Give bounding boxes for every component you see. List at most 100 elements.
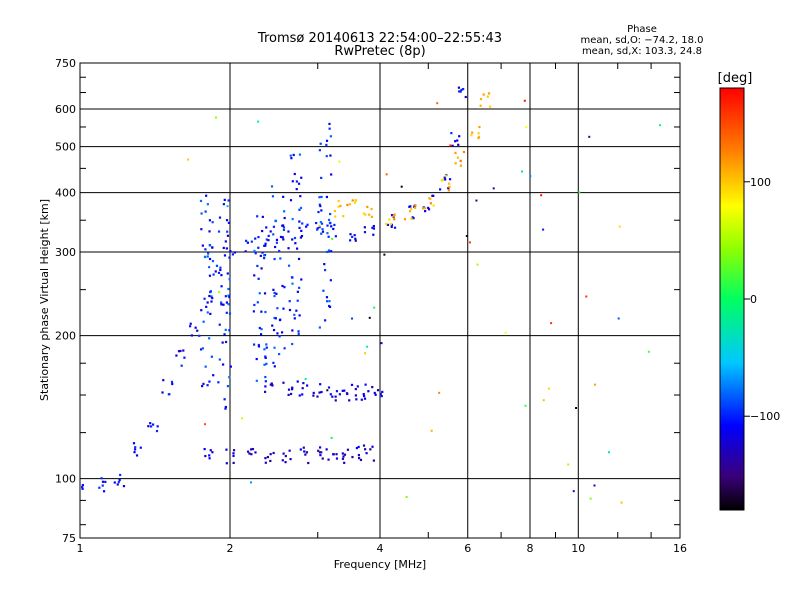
data-point [458,90,461,93]
data-point [269,230,272,233]
data-point [116,483,119,486]
data-point [464,95,467,99]
colorbar-ticks: 100 0 −100 [744,176,780,423]
data-point [132,442,136,445]
data-point [283,347,286,350]
data-point [334,235,337,238]
data-point [300,176,303,179]
data-point [341,389,344,392]
data-point [269,453,272,456]
data-point [392,215,395,218]
data-point [272,225,276,228]
data-point [320,209,323,212]
data-point [353,234,356,237]
data-point [371,226,374,229]
data-point [161,391,164,394]
data-point [208,274,212,277]
data-point [319,142,322,145]
data-point [228,278,231,281]
data-point [147,425,150,428]
data-point [354,237,357,240]
data-point [620,501,623,504]
data-point [205,194,208,197]
data-point [448,185,451,189]
data-point [222,246,225,250]
data-point [334,399,337,402]
data-point [588,135,591,138]
data-point [454,140,457,143]
data-point [204,454,207,458]
data-point [225,301,229,304]
data-point [291,388,294,391]
phase-stats-o: mean, sd,O: −74.2, 18.0 [581,35,704,46]
data-point [248,452,251,455]
data-point [354,387,357,391]
data-point [263,390,267,393]
data-point [219,268,222,272]
data-point [291,342,294,346]
data-point [301,222,304,225]
data-point [359,458,363,462]
data-point [177,350,181,353]
data-point [525,125,528,128]
data-point [334,215,337,218]
y-tick-label: 75 [62,532,76,545]
data-point [175,354,178,357]
data-point [155,429,159,433]
data-point [343,453,347,456]
data-point [380,394,383,398]
data-point [451,144,454,147]
data-point [291,217,294,221]
data-point [337,205,340,208]
data-point [305,225,308,228]
data-point [439,188,442,191]
data-point [376,389,380,392]
data-point [362,394,366,398]
data-point [321,230,325,233]
data-point [272,361,275,364]
data-point [486,95,489,98]
data-point [261,251,264,254]
data-point [366,345,369,348]
data-point [217,271,221,275]
data-point [338,160,341,163]
data-point [462,150,466,154]
chart-title: Tromsø 20140613 22:54:00–22:55:43 [257,31,502,46]
data-point [281,236,284,239]
data-point [134,446,137,449]
data-point [179,349,182,353]
data-point [578,191,581,194]
data-point [287,388,291,391]
x-tick-label: 16 [673,542,687,555]
data-point [231,253,234,256]
data-point [190,334,194,337]
data-point [220,303,223,306]
data-point [335,390,339,393]
data-point [282,195,285,198]
data-point [187,158,190,161]
data-point [410,217,413,220]
data-point [321,457,324,460]
data-point [380,342,383,345]
data-point [246,450,250,453]
data-point [252,343,256,346]
data-point [547,387,550,390]
data-point [301,387,304,390]
data-point [279,235,283,239]
data-point [291,386,294,389]
data-point [320,232,323,235]
data-point [441,178,444,182]
data-point [287,247,290,250]
data-point [224,295,227,298]
data-point [284,461,287,464]
data-point [289,458,292,461]
data-point [287,230,290,233]
data-point [371,445,374,448]
data-point [295,309,298,312]
data-point [183,356,186,359]
data-point [357,445,360,449]
data-point [272,328,276,332]
data-point [318,196,321,199]
data-point [297,330,300,333]
data-point [225,462,228,465]
